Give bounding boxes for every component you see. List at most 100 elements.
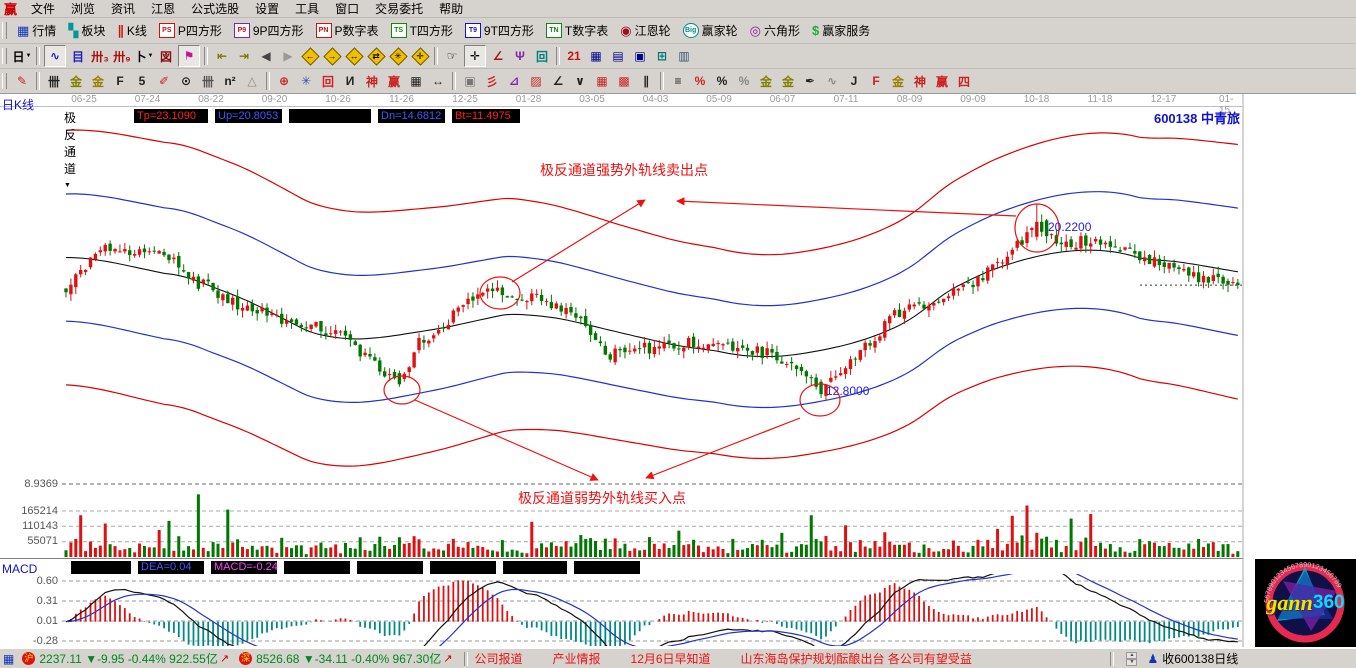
first-page-button[interactable]: ⇤ bbox=[216, 49, 228, 63]
quotes-button[interactable]: ▦ 行情 bbox=[17, 22, 56, 39]
print-button[interactable]: ▥ bbox=[678, 49, 690, 63]
scroll-down-icon[interactable]: ▼ bbox=[1126, 658, 1138, 666]
quotes-table-icon[interactable]: ▦ bbox=[3, 651, 15, 666]
band-button[interactable]: ∿ bbox=[826, 74, 838, 88]
zigzag-button[interactable]: ∨ bbox=[575, 74, 585, 88]
expand-h-button[interactable]: ↔ bbox=[344, 46, 364, 66]
gold-circle-button[interactable]: 金 bbox=[759, 74, 772, 89]
9p-square-button[interactable]: P9 9P四方形 bbox=[233, 22, 304, 39]
fan-grid-button[interactable]: ▨ bbox=[530, 74, 542, 88]
kline-3-button[interactable]: 卅₃ bbox=[91, 49, 109, 64]
menu-item-工具[interactable]: 工具 bbox=[295, 2, 320, 16]
starburst-button[interactable]: ✳ bbox=[300, 74, 312, 88]
select-rect-button[interactable]: ▣ bbox=[464, 74, 476, 88]
red-grid2-button[interactable]: ▩ bbox=[618, 74, 630, 88]
menu-item-窗口[interactable]: 窗口 bbox=[335, 2, 360, 16]
f-grid-button[interactable]: F bbox=[116, 74, 124, 88]
p-number-table-button[interactable]: PN P数字表 bbox=[315, 22, 379, 39]
candle-style-button[interactable]: 卜 ▼ bbox=[134, 49, 154, 64]
t-number-table-button[interactable]: TN T数字表 bbox=[545, 22, 608, 39]
angle-lines-button[interactable]: ∠ bbox=[552, 74, 564, 88]
gann-tool-button[interactable]: Ψ bbox=[515, 49, 525, 63]
pattern-chart-button[interactable]: 図 bbox=[159, 49, 172, 64]
scale-button[interactable]: 卌 bbox=[201, 74, 214, 89]
kline-9-button[interactable]: 卅₉ bbox=[113, 49, 131, 64]
gold-grid2-button[interactable]: 金 bbox=[91, 74, 104, 89]
percent-button[interactable]: % bbox=[716, 74, 728, 88]
mirror-angle-button[interactable]: △ bbox=[247, 74, 257, 88]
news-headline[interactable]: 公司报道 bbox=[474, 652, 523, 666]
hexagon-button[interactable]: ◎ 六角形 bbox=[750, 22, 800, 39]
target-button[interactable]: ⊕ bbox=[278, 74, 290, 88]
kline-period-button[interactable]: 日 ▼ bbox=[12, 49, 32, 64]
ying-angle-button[interactable]: 赢 bbox=[935, 74, 948, 89]
ink-pen-button[interactable]: ✒ bbox=[804, 74, 816, 88]
ladder-button[interactable]: ≡ bbox=[674, 74, 682, 88]
info-list-button[interactable]: 目 bbox=[71, 49, 84, 64]
kline-button[interactable]: ∥ K线 bbox=[117, 22, 147, 39]
percent-line-button[interactable]: % bbox=[738, 74, 750, 88]
price-chart-canvas[interactable] bbox=[0, 94, 1356, 648]
four-angle-button[interactable]: 四 bbox=[957, 74, 970, 89]
calculator-button[interactable]: ▦ bbox=[590, 49, 602, 63]
news-headline[interactable]: 山东海岛保护规划酝酿出台 各公司有望受益 bbox=[740, 652, 972, 666]
gold-grid-button[interactable]: 金 bbox=[69, 74, 82, 89]
n2-button[interactable]: n² bbox=[224, 74, 236, 88]
news-headline[interactable]: 12月6日早知道 bbox=[630, 652, 711, 666]
menu-item-江恩[interactable]: 江恩 bbox=[151, 2, 176, 16]
fan-button[interactable]: ⊿ bbox=[508, 74, 520, 88]
save-button[interactable]: ▣ bbox=[634, 49, 646, 63]
red-pen-button[interactable]: ✐ bbox=[158, 74, 170, 88]
menu-item-浏览[interactable]: 浏览 bbox=[71, 2, 96, 16]
ying-grid-button[interactable]: 赢 bbox=[387, 74, 400, 89]
red-grid-button[interactable]: ▦ bbox=[596, 74, 608, 88]
sectors-button[interactable]: ▚ 板块 bbox=[68, 22, 105, 39]
center-button[interactable]: ✛ bbox=[410, 46, 430, 66]
draw-pen-button[interactable]: ✎ bbox=[16, 74, 28, 88]
time-circle-button[interactable]: ⊙ bbox=[180, 74, 192, 88]
zoom-all-button[interactable]: ✳ bbox=[388, 46, 408, 66]
last-page-button[interactable]: ⇥ bbox=[238, 49, 250, 63]
number-grid-button[interactable]: ▦ bbox=[410, 74, 422, 88]
compress-h-button[interactable]: ⇄ bbox=[366, 46, 386, 66]
wave-pattern-button[interactable]: ∿ bbox=[44, 45, 66, 67]
percent-retrace-button[interactable]: % bbox=[694, 74, 706, 88]
scroll-up-icon[interactable]: ▲ bbox=[1126, 651, 1138, 659]
menu-item-交易委托[interactable]: 交易委托 bbox=[375, 2, 424, 16]
notes-button[interactable]: ▤ bbox=[612, 49, 624, 63]
trend-arrow-icon[interactable]: ↗ bbox=[443, 653, 453, 665]
rays-button[interactable]: 彡 bbox=[485, 74, 498, 89]
wave-mark-button[interactable]: И bbox=[345, 74, 355, 88]
p-square-button[interactable]: PS P四方形 bbox=[158, 22, 222, 39]
menu-item-文件[interactable]: 文件 bbox=[31, 2, 56, 16]
spiral-button[interactable]: 5 bbox=[138, 74, 146, 88]
winner-service-button[interactable]: $ 赢家服务 bbox=[812, 22, 870, 39]
gold-line-button[interactable]: 金 bbox=[781, 74, 794, 89]
prev-page-button[interactable]: ◀ bbox=[261, 49, 271, 63]
spiral-square-button[interactable]: 回 bbox=[321, 74, 334, 89]
shen-grid-button[interactable]: 神 bbox=[365, 74, 378, 89]
j-angle-button[interactable]: J bbox=[850, 74, 858, 88]
news-headline[interactable]: 产业情报 bbox=[552, 652, 601, 666]
menu-item-设置[interactable]: 设置 bbox=[255, 2, 280, 16]
indicator-name-dropdown[interactable]: 极反通道▼ bbox=[64, 111, 77, 189]
parallel-button[interactable]: ∥ bbox=[643, 74, 649, 88]
export-button[interactable]: ⊞ bbox=[656, 49, 668, 63]
calendar-button[interactable]: 21 bbox=[567, 49, 581, 63]
pan-left-button[interactable]: ← bbox=[300, 46, 320, 66]
flag-button[interactable]: ⚑ bbox=[178, 45, 200, 67]
measure-angle-button[interactable]: ∠ bbox=[492, 49, 504, 63]
grid-tool-button[interactable]: 卌 bbox=[47, 74, 60, 89]
f-angle-button[interactable]: F bbox=[872, 74, 880, 88]
span-arrows-button[interactable]: ↔ bbox=[432, 74, 444, 88]
period-label[interactable]: 日K线 bbox=[2, 98, 35, 112]
trend-arrow-icon[interactable]: ↗ bbox=[219, 653, 230, 665]
next-page-button[interactable]: ▶ bbox=[283, 49, 293, 63]
pan-right-button[interactable]: → bbox=[322, 46, 342, 66]
t-square-button[interactable]: TS T四方形 bbox=[390, 22, 453, 39]
menu-item-公式选股[interactable]: 公式选股 bbox=[191, 2, 240, 16]
shen-angle-button[interactable]: 神 bbox=[913, 74, 926, 89]
macd-title[interactable]: MACD bbox=[2, 562, 38, 576]
menu-item-帮助[interactable]: 帮助 bbox=[439, 2, 464, 16]
9t-square-button[interactable]: T9 9T四方形 bbox=[464, 22, 534, 39]
